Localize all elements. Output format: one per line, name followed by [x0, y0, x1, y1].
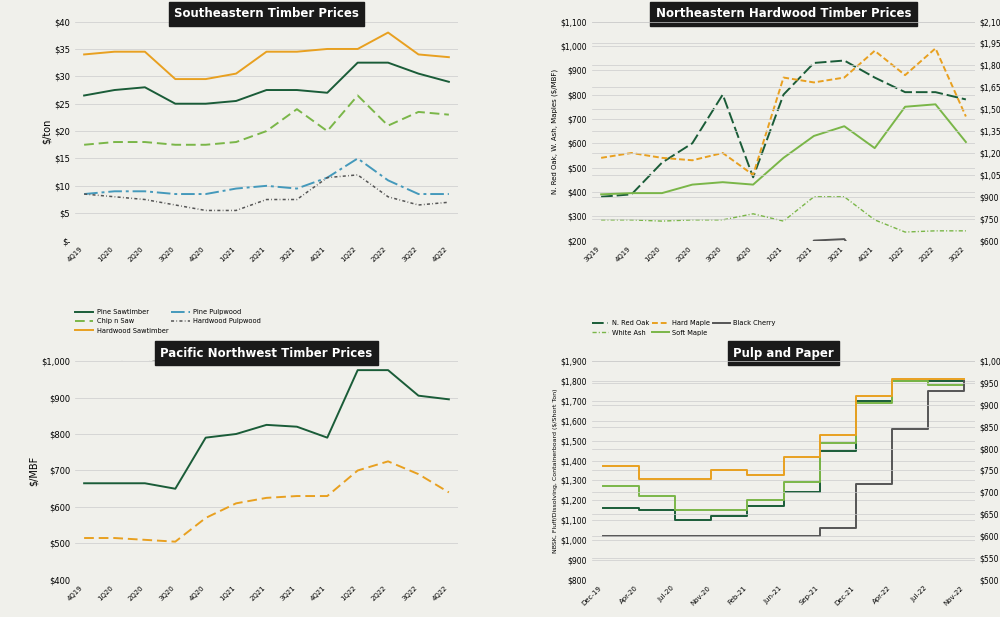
Text: Source: Forest2Market®: Source: Forest2Market®: [75, 361, 157, 367]
Title: Pacific Northwest Timber Prices: Pacific Northwest Timber Prices: [160, 347, 373, 360]
Y-axis label: NBSK, Fluff/Dissolving, Containerboard ($/Short Ton): NBSK, Fluff/Dissolving, Containerboard (…: [553, 388, 558, 553]
Y-axis label: $/ton: $/ton: [41, 118, 51, 144]
Title: Pulp and Paper: Pulp and Paper: [733, 347, 834, 360]
Text: Source: Pennsylvania Woodlands Timber Market Report - Northwest Region: Source: Pennsylvania Woodlands Timber Ma…: [592, 365, 830, 370]
Title: Northeastern Hardwood Timber Prices: Northeastern Hardwood Timber Prices: [656, 7, 911, 20]
Title: Southeastern Timber Prices: Southeastern Timber Prices: [174, 7, 359, 20]
Legend: Pine Sawtimber, Chip n Saw, Hardwood Sawtimber, Pine Pulpwood, Hardwood Pulpwood: Pine Sawtimber, Chip n Saw, Hardwood Saw…: [75, 309, 261, 334]
Y-axis label: $/MBF: $/MBF: [28, 455, 38, 486]
Legend: N. Red Oak, White Ash, Hard Maple, Soft Maple, Black Cherry: N. Red Oak, White Ash, Hard Maple, Soft …: [592, 320, 776, 336]
Y-axis label: N. Red Oak, W. Ash, Maples ($/MBF): N. Red Oak, W. Ash, Maples ($/MBF): [551, 68, 558, 194]
